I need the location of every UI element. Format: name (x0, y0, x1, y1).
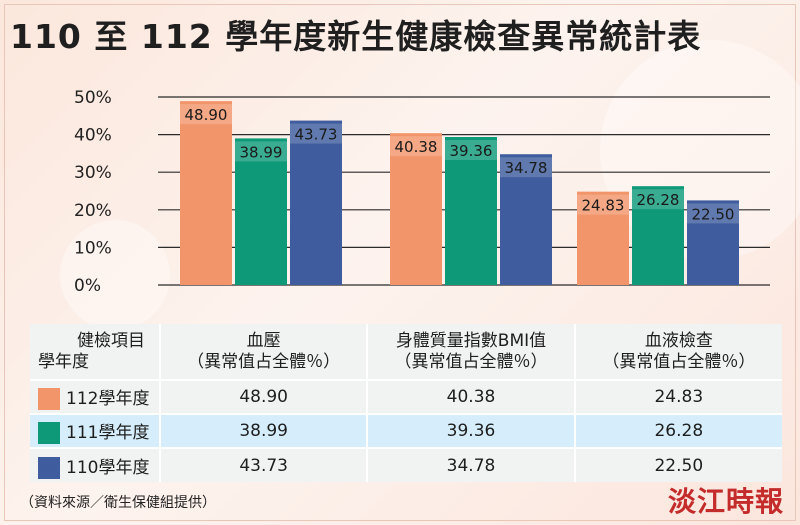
bar (632, 186, 684, 285)
y-tick-label: 30% (74, 163, 112, 183)
outer-frame (4, 4, 796, 521)
header-label: 血壓 (246, 330, 281, 351)
header-cell: 血壓 （異常值占全體％） (160, 324, 369, 380)
row-label-cell: 110學年度 (30, 447, 161, 482)
header-label: （異常值占全體％） (187, 351, 341, 372)
bar-label-band (577, 194, 629, 215)
row-label: 111學年度 (66, 423, 150, 443)
table-cell: 43.73 (160, 447, 369, 482)
header-label: 身體質量指數BMI值 (395, 330, 547, 351)
bar-label-band (235, 141, 287, 162)
row-label-cell: 112學年度 (30, 379, 161, 414)
table-cell: 40.38 (367, 379, 576, 414)
bar-value-label: 40.38 (395, 138, 438, 156)
chart-title: 110 至 112 學年度新生健康檢查異常統計表 (10, 17, 702, 56)
bar-value-label: 26.28 (637, 191, 680, 209)
header-cell: 血液檢查 （異常值占全體％） (574, 324, 782, 380)
bar-label-band (445, 140, 497, 161)
table-row: 110學年度 43.73 34.78 22.50 (30, 447, 782, 482)
publisher-logo: 淡江時報 (667, 485, 784, 518)
bar (500, 154, 552, 285)
bar-chart: 0% 10% 20% 30% 40% 50% 48.90 38.99 43.73 40.38 39.… (74, 88, 770, 296)
y-tick-label: 50% (74, 88, 112, 108)
bar (180, 101, 232, 285)
header-label: （異常值占全體％） (602, 351, 756, 372)
bar-label-band (632, 189, 684, 210)
bar-value-label: 24.83 (582, 197, 625, 215)
bar-value-label: 39.36 (450, 142, 493, 160)
table-cell: 38.99 (160, 413, 369, 448)
bar-value-label: 48.90 (185, 106, 228, 124)
table-cell: 34.78 (367, 447, 576, 482)
bar-value-label: 38.99 (240, 143, 283, 161)
bar (687, 200, 739, 285)
header-cell: 身體質量指數BMI值 （異常值占全體％） (367, 324, 576, 380)
color-swatch (38, 422, 60, 444)
header-cell: 健檢項目 學年度 (30, 324, 161, 380)
y-tick-label: 20% (74, 201, 112, 221)
bar-value-label: 43.73 (295, 126, 338, 144)
color-swatch (38, 388, 60, 410)
bar (290, 120, 342, 286)
source-note: （資料來源／衛生保健組提供） (20, 495, 216, 511)
data-table: 健檢項目 學年度 血壓 （異常值占全體％） 身體質量指數BMI值 （異常值占全體… (30, 324, 782, 482)
table-cell: 24.83 (574, 379, 782, 414)
table-row: 112學年度 48.90 40.38 24.83 (30, 379, 782, 414)
decor-circle (60, 220, 170, 330)
bar-value-label: 34.78 (505, 159, 548, 177)
bar-label-band (390, 136, 442, 157)
table-cell: 26.28 (574, 413, 782, 448)
row-label: 110學年度 (66, 457, 150, 478)
header-label: 健檢項目 (77, 330, 145, 351)
table-cell: 39.36 (367, 413, 576, 448)
y-tick-label: 40% (74, 126, 112, 146)
bar (445, 137, 497, 285)
bar-label-band (180, 104, 232, 125)
table-row: 111學年度 38.99 39.36 26.28 (30, 413, 782, 448)
bar (235, 138, 287, 285)
bar-label-band (687, 203, 739, 224)
header-label: （異常值占全體％） (394, 351, 548, 372)
table-header-row: 健檢項目 學年度 血壓 （異常值占全體％） 身體質量指數BMI值 （異常值占全體… (30, 324, 782, 380)
bar-value-label: 22.50 (692, 205, 735, 223)
row-label: 112學年度 (66, 389, 150, 409)
bar (390, 133, 442, 285)
bar (577, 191, 629, 285)
header-label: 血液檢查 (644, 330, 713, 351)
table-cell: 48.90 (160, 379, 369, 414)
table-cell: 22.50 (574, 447, 782, 482)
row-label-cell: 111學年度 (30, 413, 161, 448)
bar-label-band (290, 123, 342, 144)
header-label: 學年度 (38, 351, 89, 372)
y-tick-label: 10% (74, 238, 112, 258)
y-tick-label: 0% (74, 276, 101, 296)
bar-label-band (500, 157, 552, 178)
color-swatch (38, 456, 60, 479)
